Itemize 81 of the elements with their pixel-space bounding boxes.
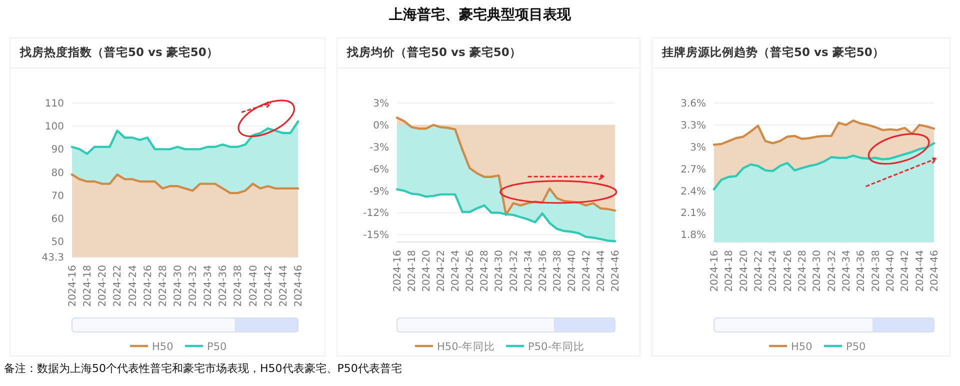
x-tick-label: 2024-30 xyxy=(172,265,184,307)
x-tick-label: 2024-44 xyxy=(278,265,290,307)
y-tick-label: 2.7% xyxy=(680,164,706,176)
x-tick-label: 2024-26 xyxy=(142,265,154,307)
x-tick-label: 2024-42 xyxy=(581,250,592,292)
x-tick-label: 2024-20 xyxy=(422,250,433,292)
x-tick-label: 2024-42 xyxy=(900,250,912,292)
x-tick-label: 2024-38 xyxy=(552,250,564,292)
x-tick-label: 2024-34 xyxy=(523,250,534,292)
x-tick-label: 2024-28 xyxy=(158,265,169,307)
x-tick-label: 2024-16 xyxy=(710,250,720,292)
x-tick-label: 2024-28 xyxy=(798,250,808,292)
x-tick-label: 2024-32 xyxy=(188,265,200,307)
x-tick-label: 2024-24 xyxy=(128,265,139,307)
x-tick-label: 2024-40 xyxy=(248,265,260,307)
x-tick-label: 2024-18 xyxy=(82,265,94,307)
legend-label: H50 xyxy=(791,341,812,353)
x-tick-label: 2024-34 xyxy=(842,250,852,292)
y-tick-label: 110 xyxy=(44,98,64,110)
x-tick-label: 2024-18 xyxy=(724,250,736,292)
x-tick-label: 2024-18 xyxy=(407,250,418,292)
x-tick-label: 2024-16 xyxy=(68,265,78,307)
x-tick-label: 2024-46 xyxy=(610,250,622,292)
y-tick-label: 90 xyxy=(51,144,64,156)
y-tick-label: 0% xyxy=(373,120,389,132)
y-tick-label: 1.8% xyxy=(680,230,706,242)
chart-title: 找房热度指数（普宅50 vs 豪宅50） xyxy=(19,45,218,59)
x-tick-label: 2024-30 xyxy=(812,250,824,292)
y-tick-label: 2.1% xyxy=(680,208,706,220)
x-tick-label: 2024-16 xyxy=(392,250,404,292)
legend-label: P50 xyxy=(207,341,227,353)
x-tick-label: 2024-26 xyxy=(782,250,794,292)
x-tick-label: 2024-34 xyxy=(203,265,214,307)
y-tick-label: 50 xyxy=(51,237,64,248)
y-tick-label: 60 xyxy=(51,214,64,225)
y-tick-label: 43.3 xyxy=(42,252,64,264)
x-tick-label: 2024-38 xyxy=(233,265,244,307)
x-tick-label: 2024-46 xyxy=(294,265,304,307)
chart-title: 找房均价（普宅50 vs 豪宅50） xyxy=(346,45,522,59)
x-tick-label: 2024-42 xyxy=(263,265,274,307)
x-tick-label: 2024-36 xyxy=(218,265,230,307)
x-tick-label: 2024-26 xyxy=(465,250,476,292)
chart-title: 挂牌房源比例趋势（普宅50 vs 豪宅50） xyxy=(661,45,884,59)
x-tick-label: 2024-36 xyxy=(538,250,549,292)
x-tick-label: 2024-22 xyxy=(436,250,448,292)
x-tick-label: 2024-24 xyxy=(450,250,462,292)
y-tick-label: 2.4% xyxy=(680,186,706,198)
x-tick-label: 2024-24 xyxy=(768,250,780,292)
y-tick-label: -9% xyxy=(370,186,389,198)
x-tick-label: 2024-22 xyxy=(754,250,764,292)
y-tick-label: 3% xyxy=(690,142,706,154)
text: 上海普宅、豪宅典型项目表现 xyxy=(388,6,572,23)
x-tick-label: 2024-46 xyxy=(930,250,940,292)
x-tick-label: 2024-20 xyxy=(98,265,109,307)
y-tick-label: -6% xyxy=(370,164,389,176)
x-tick-label: 2024-40 xyxy=(566,250,578,292)
y-tick-label: -12% xyxy=(363,208,389,220)
y-tick-label: 70 xyxy=(51,190,64,202)
legend-label: P50-年同比 xyxy=(528,340,584,353)
x-tick-label: 2024-28 xyxy=(480,250,491,292)
legend-label: P50 xyxy=(846,341,866,353)
x-tick-label: 2024-36 xyxy=(856,250,868,292)
y-tick-label: 100 xyxy=(44,122,64,133)
x-tick-label: 2024-30 xyxy=(494,250,506,292)
x-tick-label: 2024-44 xyxy=(914,250,926,292)
legend-label: H50 xyxy=(152,341,174,353)
y-tick-label: 3.3% xyxy=(680,120,706,132)
y-tick-label: -3% xyxy=(370,142,389,154)
x-tick-label: 2024-20 xyxy=(738,250,750,292)
y-tick-label: -15% xyxy=(363,230,389,242)
x-tick-label: 2024-22 xyxy=(112,265,124,307)
legend-label: H50-年同比 xyxy=(437,340,496,353)
x-tick-label: 2024-32 xyxy=(508,250,520,292)
text: 备注：数据为上海50个代表性普宅和豪宅市场表现，H50代表豪宅、P50代表普宅 xyxy=(4,362,402,375)
x-tick-label: 2024-32 xyxy=(826,250,838,292)
x-tick-label: 2024-44 xyxy=(596,250,607,292)
x-tick-label: 2024-38 xyxy=(870,250,882,292)
x-tick-label: 2024-40 xyxy=(886,250,896,292)
y-tick-label: 3% xyxy=(373,98,389,110)
y-tick-label: 3.6% xyxy=(680,98,706,110)
y-tick-label: 80 xyxy=(51,168,64,179)
